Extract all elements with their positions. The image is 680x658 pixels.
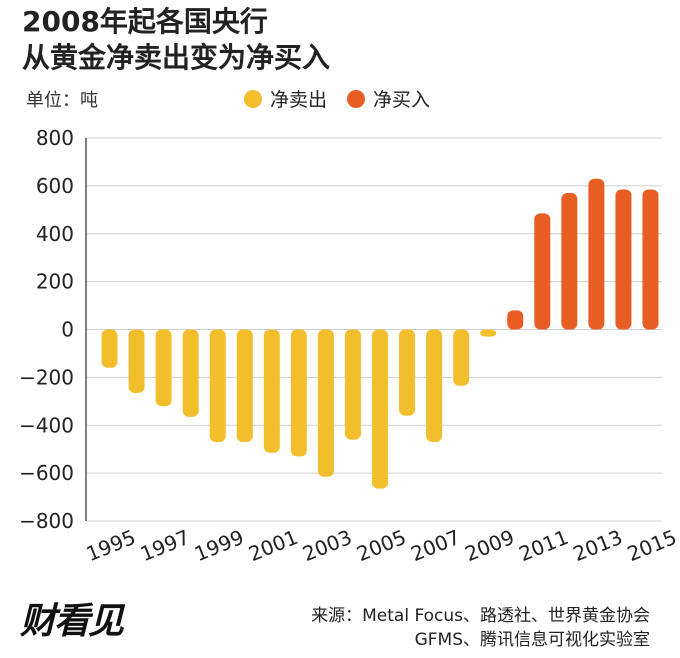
source-line-2: GFMS、腾讯信息可视化实验室 xyxy=(414,630,650,650)
bar-2000 xyxy=(236,329,253,443)
y-tick-label: 0 xyxy=(61,318,74,342)
x-tick-label-2015: 2015 xyxy=(624,525,680,566)
x-tick-label-1995: 1995 xyxy=(83,525,139,566)
x-tick-label-2013: 2013 xyxy=(570,525,626,566)
chart-title: 2008年起各国央行 从黄金净卖出变为净买入 xyxy=(22,4,330,76)
x-tick-label-2009: 2009 xyxy=(461,525,517,566)
source-note: 来源：Metal Focus、路透社、世界黄金协会 GFMS、腾讯信息可视化实验… xyxy=(311,604,650,652)
bar-2011 xyxy=(534,213,551,330)
bar-2003 xyxy=(317,329,334,477)
legend-label-net-selling: 净卖出 xyxy=(270,89,328,111)
logo: 财看见 xyxy=(20,600,124,642)
y-tick-label: 400 xyxy=(36,222,74,246)
y-tick-label: 800 xyxy=(36,126,74,150)
y-tick-label: 200 xyxy=(36,270,74,294)
bar-2009 xyxy=(480,329,497,337)
bar-1997 xyxy=(155,329,172,407)
y-tick-label: 600 xyxy=(36,174,74,198)
legend-item-net-buying: 净买入 xyxy=(347,85,430,112)
legend-label-net-buying: 净买入 xyxy=(373,89,431,111)
x-tick-label-2001: 2001 xyxy=(245,525,301,566)
source-line-1: 来源：Metal Focus、路透社、世界黄金协会 xyxy=(311,606,650,626)
bar-2007 xyxy=(426,329,443,443)
bar-1999 xyxy=(209,329,226,443)
x-tick-label-2011: 2011 xyxy=(516,525,572,566)
bar-2013 xyxy=(588,178,605,330)
bar-2008 xyxy=(453,329,470,386)
legend-item-net-selling: 净卖出 xyxy=(244,85,327,112)
x-tick-label-2007: 2007 xyxy=(407,525,463,566)
x-tick-label-2005: 2005 xyxy=(353,525,409,566)
chart-title-line-1: 2008年起各国央行 xyxy=(22,5,268,38)
x-tick-label-1999: 1999 xyxy=(191,525,247,566)
chart-title-line-2: 从黄金净卖出变为净买入 xyxy=(22,41,331,74)
bar-2015 xyxy=(642,189,659,330)
bar-2005 xyxy=(372,329,388,489)
legend: 净卖出 净买入 xyxy=(244,85,430,112)
bar-2002 xyxy=(290,329,307,457)
bar-2004 xyxy=(344,329,361,440)
y-tick-label: −600 xyxy=(19,461,74,485)
y-tick-label: −400 xyxy=(19,413,74,437)
bar-2010 xyxy=(507,310,524,330)
bar-2014 xyxy=(615,189,632,330)
y-tick-label: −800 xyxy=(19,509,74,533)
bar-2012 xyxy=(561,193,578,330)
legend-swatch-net-buying xyxy=(347,89,366,108)
legend-swatch-net-selling xyxy=(244,89,262,108)
bar-1998 xyxy=(182,329,199,417)
unit-label: 单位：吨 xyxy=(26,90,98,111)
bar-1996 xyxy=(128,329,145,393)
bar-2001 xyxy=(263,329,280,453)
bar-1995 xyxy=(101,329,118,368)
y-tick-label: −200 xyxy=(19,365,74,389)
bar-2006 xyxy=(399,329,416,416)
x-tick-label-1997: 1997 xyxy=(137,525,193,566)
x-tick-label-2003: 2003 xyxy=(299,525,355,566)
